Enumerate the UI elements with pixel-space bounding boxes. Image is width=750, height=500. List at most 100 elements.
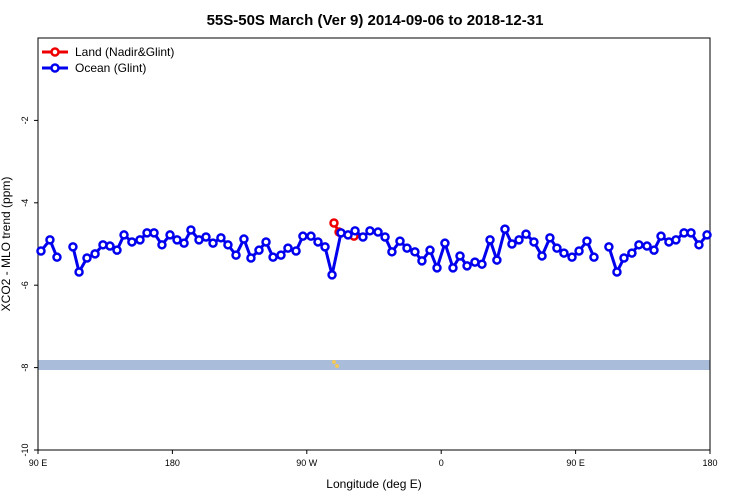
series-point xyxy=(313,237,323,247)
series-point xyxy=(440,238,450,248)
series-point xyxy=(567,252,577,262)
series-point xyxy=(45,235,55,245)
y-axis-label: XCO2 - MLO trend (ppm) xyxy=(0,177,13,312)
series-point xyxy=(261,237,271,247)
legend-marker xyxy=(50,63,60,73)
x-tick-label: 0 xyxy=(439,458,444,468)
series-point xyxy=(417,256,427,266)
series-point xyxy=(627,248,637,258)
series-point xyxy=(254,245,264,255)
series-point xyxy=(574,246,584,256)
series-point xyxy=(268,252,278,262)
series-point xyxy=(634,240,644,250)
series-point xyxy=(82,253,92,263)
series-point xyxy=(425,245,435,255)
series-point xyxy=(283,243,293,253)
plot-frame xyxy=(37,37,711,451)
series-point xyxy=(298,231,308,241)
series-point xyxy=(135,235,145,245)
series-point xyxy=(216,233,226,243)
series-point xyxy=(432,263,442,273)
series-point xyxy=(582,236,592,246)
legend-text: Land (Nadir&Glint) xyxy=(75,45,174,59)
series-point xyxy=(74,267,84,277)
y-tick-label: -4 xyxy=(20,199,30,207)
series-point xyxy=(485,235,495,245)
chart-title: 55S-50S March (Ver 9) 2014-09-06 to 2018… xyxy=(207,12,544,29)
series-point xyxy=(223,240,233,250)
series-point xyxy=(529,237,539,247)
series-point xyxy=(358,232,368,242)
series-point xyxy=(112,245,122,255)
legend-text: Ocean (Glint) xyxy=(75,61,146,75)
series-point xyxy=(642,241,652,251)
series-point xyxy=(702,230,712,240)
x-tick-label: 180 xyxy=(702,458,717,468)
y-tick-label: -6 xyxy=(20,281,30,289)
y-tick-label: -10 xyxy=(20,443,30,456)
series-point xyxy=(589,252,599,262)
series-point xyxy=(514,235,524,245)
series-point xyxy=(90,249,100,259)
series-point xyxy=(671,235,681,245)
series-point xyxy=(537,251,547,261)
series-point xyxy=(105,241,115,251)
series-point xyxy=(477,259,487,269)
series-point xyxy=(387,247,397,257)
series-point xyxy=(239,234,249,244)
series-point xyxy=(552,243,562,253)
series-point xyxy=(36,246,46,256)
series-point xyxy=(343,230,353,240)
series-point xyxy=(306,231,316,241)
series-point xyxy=(291,246,301,256)
land-dot xyxy=(335,364,339,368)
series-point xyxy=(165,230,175,240)
series-point xyxy=(462,261,472,271)
series-point xyxy=(320,242,330,252)
series-point xyxy=(492,255,502,265)
legend-marker xyxy=(50,47,60,57)
series-point xyxy=(521,229,531,239)
x-axis-label: Longitude (deg E) xyxy=(326,477,421,491)
series-point xyxy=(329,218,339,228)
series-point xyxy=(246,253,256,263)
series-point xyxy=(559,248,569,258)
background-band xyxy=(38,360,710,370)
x-tick-label: 90 W xyxy=(296,458,318,468)
series-point xyxy=(656,231,666,241)
series-point xyxy=(52,252,62,262)
series-point xyxy=(119,230,129,240)
series-point xyxy=(500,224,510,234)
series-point xyxy=(686,228,696,238)
x-tick-label: 180 xyxy=(165,458,180,468)
series-point xyxy=(545,233,555,243)
y-tick-label: -2 xyxy=(20,116,30,124)
series-point xyxy=(179,238,189,248)
series-point xyxy=(694,240,704,250)
series-point xyxy=(350,226,360,236)
series-point xyxy=(455,251,465,261)
series-point xyxy=(149,228,159,238)
x-tick-label: 90 E xyxy=(29,458,48,468)
series-point xyxy=(172,235,182,245)
series-point xyxy=(604,242,614,252)
series-point xyxy=(327,270,337,280)
series-point xyxy=(68,242,78,252)
y-tick-label: -8 xyxy=(20,364,30,372)
series-point xyxy=(649,245,659,255)
land-dot xyxy=(332,360,336,364)
series-point xyxy=(157,240,167,250)
series-point xyxy=(208,238,218,248)
series-point xyxy=(201,232,211,242)
series-point xyxy=(448,263,458,273)
series-point xyxy=(380,232,390,242)
series-point xyxy=(612,267,622,277)
series-point xyxy=(507,239,517,249)
series-point xyxy=(365,226,375,236)
series-point xyxy=(395,236,405,246)
series-point xyxy=(231,250,241,260)
series-point xyxy=(276,250,286,260)
series-point xyxy=(619,253,629,263)
series-point xyxy=(186,225,196,235)
